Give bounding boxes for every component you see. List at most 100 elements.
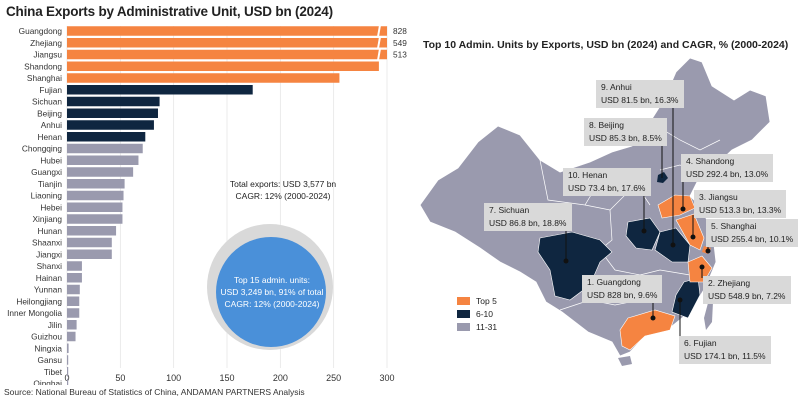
annotation-shandong: 4. Shandong USD 292.4 bn, 13.0%	[681, 154, 774, 182]
bar-fujian	[67, 85, 253, 95]
annotation-name: 6. Fujian	[684, 338, 717, 348]
value-label: 828	[393, 26, 407, 36]
category-label: Yunnan	[34, 285, 63, 295]
axis-break-mark	[377, 37, 381, 49]
bar-liaoning	[67, 190, 124, 201]
category-label: Inner Mongolia	[7, 308, 62, 318]
legend-label: Top 5	[476, 296, 497, 306]
bar-xinjiang	[67, 214, 123, 224]
bar-shanghai	[67, 73, 340, 83]
category-label: Shaanxi	[32, 238, 62, 248]
legend-swatch	[457, 323, 470, 331]
axis-break-mark	[377, 25, 381, 37]
category-label: Ningxia	[34, 343, 62, 353]
inner-circle	[216, 237, 326, 347]
chart-title: China Exports by Administrative Unit, US…	[6, 4, 333, 19]
bar-guangxi	[67, 167, 134, 177]
annotation-name: 4. Shandong	[686, 156, 735, 166]
category-label: Jilin	[48, 320, 63, 330]
category-label: Jiangsu	[33, 50, 62, 60]
category-label: Gansu	[38, 355, 63, 365]
bar-guizhou	[67, 331, 76, 342]
category-label: Sichuan	[32, 97, 62, 107]
bar-jiangsu	[67, 49, 387, 60]
annotation-fujian: 6. Fujian USD 174.1 bn, 11.5%	[679, 336, 771, 364]
bar-yunnan	[67, 284, 80, 295]
hainan	[618, 356, 632, 366]
bar-qinghai	[67, 378, 69, 385]
map-title: Top 10 Admin. Units by Exports, USD bn (…	[423, 39, 789, 51]
annotation-jiangsu: 3. Jiangsu USD 513.3 bn, 13.3%	[694, 190, 787, 218]
x-tick-label: 0	[64, 373, 69, 383]
bar-shandong	[67, 61, 379, 71]
circle-line3: CAGR: 12% (2000-2024)	[224, 299, 320, 309]
category-label: Anhui	[41, 120, 62, 130]
x-tick-label: 150	[219, 373, 234, 383]
category-label: Tibet	[44, 367, 63, 377]
annotation-beijing: 8. Beijing USD 85.3 bn, 8.5%	[584, 118, 667, 146]
category-label: Guizhou	[31, 332, 62, 342]
bar-guangdong	[67, 26, 387, 36]
annotation-value: USD 73.4 bn, 17.6%	[568, 183, 646, 193]
category-label: Tianjin	[38, 179, 63, 189]
province-guangdong	[619, 309, 676, 351]
taiwan	[704, 302, 713, 330]
bar-ningxia	[67, 343, 69, 353]
x-tick-label: 200	[273, 373, 288, 383]
annotation-name: 7. Sichuan	[489, 205, 530, 215]
category-label: Hainan	[36, 273, 63, 283]
bar-shaanxi	[67, 237, 112, 248]
annotation-sichuan: 7. Sichuan USD 86.8 bn, 18.8%	[484, 203, 572, 231]
category-label: Shanxi	[37, 261, 63, 271]
category-label: Guangdong	[19, 26, 63, 36]
bar-zhejiang	[67, 38, 387, 48]
source-note: Source: National Bureau of Statistics of…	[4, 387, 305, 397]
bar-gansu	[67, 355, 69, 365]
x-tick-label: 100	[166, 373, 181, 383]
category-label: Fujian	[39, 85, 62, 95]
top15-circle	[207, 224, 333, 350]
value-label: 513	[393, 50, 407, 60]
bar-inner-mongolia	[67, 308, 80, 318]
circle-line1: Top 15 admin. units:	[233, 275, 311, 285]
province-zhejiang	[687, 255, 713, 283]
circle-line2: USD 3,249 bn, 91% of total	[220, 287, 324, 297]
legend-swatch	[457, 310, 470, 318]
annotation-value: USD 828 bn, 9.6%	[587, 290, 658, 300]
category-label: Guangxi	[31, 167, 62, 177]
province-henan	[625, 217, 661, 251]
category-label: Hubei	[40, 155, 62, 165]
category-label: Chongqing	[22, 144, 63, 154]
annotation-guangdong: 1. Guangdong USD 828 bn, 9.6%	[582, 275, 663, 303]
annotation-anhui: 9. Anhui USD 81.5 bn, 16.3%	[596, 80, 684, 108]
annotation-value: USD 548.9 bn, 7.2%	[708, 291, 786, 301]
annotation-value: USD 513.3 bn, 13.3%	[699, 205, 782, 215]
bar-hainan	[67, 273, 82, 283]
bar-hunan	[67, 226, 117, 236]
category-label: Qinghai	[33, 379, 62, 386]
legend-top5: Top 5	[457, 296, 497, 306]
annotation-value: USD 85.3 bn, 8.5%	[589, 133, 662, 143]
bar-tibet	[67, 367, 69, 377]
province-jiangsu	[675, 213, 705, 251]
category-label: Shanghai	[27, 73, 62, 83]
bar-beijing	[67, 108, 158, 118]
legend-label: 6-10	[476, 309, 494, 319]
annotation-value: USD 174.1 bn, 11.5%	[684, 351, 766, 361]
annotation-name: 2. Zhejiang	[708, 278, 751, 288]
annotation-name: 5. Shanghai	[711, 221, 757, 231]
category-label: Jiangxi	[36, 249, 62, 259]
total-exports-text: Total exports: USD 3,577 bn	[229, 179, 337, 189]
annotation-value: USD 81.5 bn, 16.3%	[601, 95, 679, 105]
category-label: Shandong	[24, 61, 62, 71]
bar-anhui	[67, 120, 154, 130]
x-tick-label: 250	[326, 373, 341, 383]
category-label: Hunan	[38, 226, 63, 236]
category-label: Hebei	[40, 202, 62, 212]
category-label: Xinjiang	[32, 214, 62, 224]
bar-sichuan	[67, 96, 160, 107]
annotation-name: 9. Anhui	[601, 82, 632, 92]
bar-shanxi	[67, 261, 82, 271]
legend-label: 11-31	[476, 322, 498, 332]
annotation-name: 10. Henan	[568, 170, 608, 180]
